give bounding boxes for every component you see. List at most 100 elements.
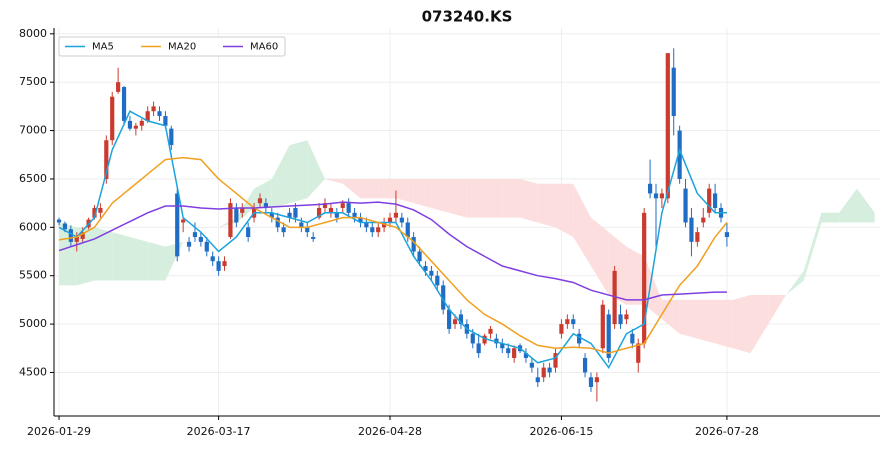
cloud-segment	[378, 178, 396, 199]
candle-body	[701, 217, 706, 223]
cloud-segment	[697, 299, 716, 344]
cloud-segment	[786, 270, 804, 296]
candle-body	[577, 333, 582, 344]
cloud-segment	[431, 178, 450, 213]
candle-body	[494, 338, 499, 344]
cloud-segment	[289, 140, 308, 204]
candle-body	[216, 261, 221, 271]
candle-body	[523, 353, 529, 358]
y-tick-label: 5500	[19, 269, 47, 282]
candle-body	[287, 212, 292, 218]
cloud-segment	[466, 178, 485, 218]
candle-body	[328, 207, 334, 213]
cloud-segment	[324, 178, 343, 184]
legend-label: MA60	[250, 42, 278, 53]
candle-body	[198, 236, 203, 242]
candle-body	[275, 217, 280, 228]
candle-body	[559, 324, 564, 334]
candle-body	[92, 207, 97, 218]
x-tick-label: 2026-03-17	[187, 425, 251, 438]
cloud-segment	[537, 183, 556, 228]
ma-line	[58, 110, 727, 370]
cloud-segment	[839, 188, 857, 223]
candle-body	[346, 203, 351, 213]
candle-body	[376, 227, 381, 233]
cloud-segment	[608, 232, 627, 305]
candle-body	[222, 261, 227, 267]
candle-body	[547, 367, 552, 373]
cloud-segment	[218, 217, 237, 228]
candle-body	[240, 207, 245, 213]
candle-body	[340, 203, 345, 208]
candle-body	[441, 285, 446, 310]
cloud-segment	[76, 227, 95, 286]
candle-body	[387, 217, 393, 223]
candle-body	[417, 251, 422, 262]
cloud-segment	[183, 236, 201, 242]
candle-body	[399, 217, 404, 223]
candle-body	[145, 111, 150, 121]
candle-body	[334, 212, 339, 218]
y-tick-label: 7500	[19, 75, 47, 88]
candle-body	[316, 207, 322, 218]
candle-body	[133, 125, 138, 129]
x-tick-label: 2026-07-28	[695, 425, 759, 438]
candle-body	[228, 203, 233, 237]
candle-body	[506, 348, 511, 354]
cloud-segment	[732, 295, 751, 354]
cloud-segment	[307, 140, 325, 199]
candle-body	[370, 227, 375, 233]
candle-body	[470, 333, 475, 344]
candle-body	[62, 223, 68, 230]
candle-body	[653, 193, 659, 199]
y-tick-label: 7000	[19, 124, 47, 137]
candle-body	[529, 362, 534, 368]
cloud-segment	[94, 227, 113, 281]
candle-body	[382, 222, 387, 228]
candle-body	[80, 232, 85, 239]
x-tick-label: 2026-01-29	[27, 425, 91, 438]
candle-body	[435, 275, 440, 286]
candle-body	[659, 193, 665, 199]
legend-label: MA5	[92, 42, 114, 53]
candle-body	[74, 236, 79, 242]
candle-body	[121, 87, 127, 121]
y-tick-label: 6500	[19, 172, 47, 185]
cloud-segment	[342, 178, 361, 199]
candle-body	[671, 67, 676, 117]
candle-body	[565, 319, 570, 325]
candle-body	[618, 314, 623, 325]
candle-body	[636, 343, 641, 363]
candle-body	[582, 357, 588, 373]
candle-body	[157, 111, 162, 117]
cloud-segment	[254, 178, 272, 208]
candle-body	[647, 183, 653, 194]
cloud-segment	[502, 178, 521, 218]
candle-body	[476, 343, 481, 354]
cloud-segment	[165, 241, 184, 281]
candle-body	[707, 188, 712, 213]
cloud-segment	[395, 178, 414, 204]
candle-body	[405, 222, 410, 237]
candle-body	[305, 227, 310, 233]
ma-line	[58, 201, 727, 301]
candle-body	[488, 328, 493, 334]
chart-title: 073240.KS	[422, 8, 513, 26]
candle-body	[712, 193, 718, 208]
y-tick-label: 8000	[19, 27, 47, 40]
cloud-segment	[856, 188, 875, 223]
candle-body	[665, 53, 670, 199]
cloud-segment	[360, 178, 379, 199]
cloud-segment	[236, 188, 255, 223]
legend-label: MA20	[168, 42, 196, 53]
x-tick-label: 2026-04-28	[358, 425, 422, 438]
candle-body	[553, 353, 558, 368]
candle-body	[98, 207, 103, 213]
cloud-segment	[803, 212, 822, 281]
candle-body	[169, 128, 174, 146]
candle-body	[311, 236, 316, 239]
candle-body	[683, 188, 688, 223]
candle-body	[352, 212, 357, 218]
candle-body	[393, 212, 399, 218]
candle-body	[358, 217, 363, 223]
